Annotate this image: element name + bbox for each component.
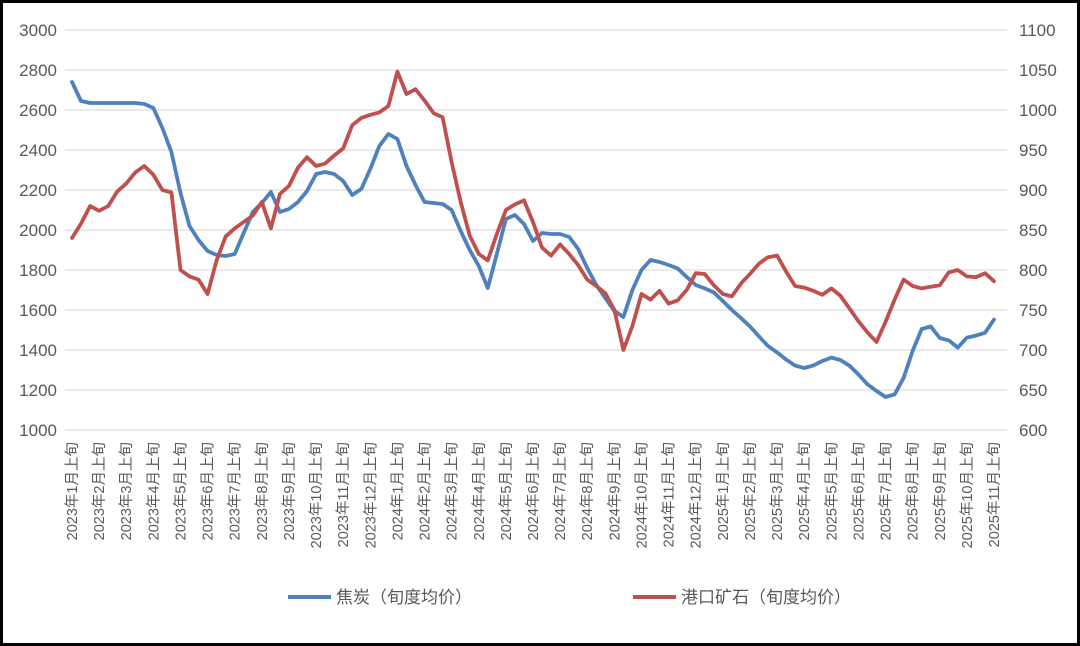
legend: 焦炭（旬度均价） 港口矿石（旬度均价） [288,588,851,607]
left-axis-tick: 2000 [19,221,57,240]
right-axis-tick-labels: 1100 1050 1000 950 900 850 800 750 700 650 600 [1019,21,1057,440]
x-axis-label: 2025年6月上旬 [850,442,867,540]
x-axis-label: 2024年2月上旬 [417,442,434,540]
right-axis-tick: 650 [1019,381,1047,400]
left-axis-tick: 2800 [19,61,57,80]
x-axis-label: 2024年11月上旬 [661,442,678,547]
right-axis-tick: 950 [1019,141,1047,160]
right-axis-tick: 850 [1019,221,1047,240]
price-line-chart: 3000 2800 2600 2400 2200 2000 1800 1600 1400 1200… [19,21,1057,607]
right-axis-tick: 1050 [1019,61,1057,80]
x-axis-label: 2023年4月上旬 [145,442,162,540]
series-ore-line [70,69,996,352]
x-axis-label: 2023年3月上旬 [118,442,135,540]
x-axis-label: 2025年1月上旬 [715,442,732,540]
x-axis-label: 2025年11月上旬 [986,442,1003,547]
x-axis-label: 2023年6月上旬 [200,442,217,540]
left-axis-tick: 1200 [19,381,57,400]
x-axis-label: 2025年10月上旬 [959,442,976,548]
left-axis-tick: 1400 [19,341,57,360]
left-axis-tick: 3000 [19,21,57,40]
x-axis-label: 2024年7月上旬 [552,442,569,540]
right-axis-tick: 1100 [1019,21,1056,40]
x-axis-label: 2023年1月上旬 [64,442,81,540]
series-lines [70,69,996,399]
x-axis-label: 2024年8月上旬 [579,442,596,540]
x-axis-label: 2025年4月上旬 [796,442,813,540]
x-axis-label: 2025年8月上旬 [905,442,922,540]
x-axis-label: 2025年5月上旬 [823,442,840,540]
left-axis-tick: 2600 [19,101,57,120]
right-axis-tick: 1000 [1019,101,1057,120]
right-axis-tick: 900 [1019,181,1047,200]
x-axis-label: 2023年2月上旬 [91,442,108,540]
x-axis-label: 2023年9月上旬 [281,442,298,540]
left-axis-tick: 1600 [19,301,57,320]
x-axis-label: 2025年2月上旬 [742,442,759,540]
left-axis-tick: 1800 [19,261,57,280]
series-coke-line [70,80,996,399]
x-axis-label: 2024年10月上旬 [633,442,650,548]
legend-label-coke: 焦炭（旬度均价） [336,588,472,607]
legend-label-ore: 港口矿石（旬度均价） [681,588,851,607]
left-axis-tick: 2200 [19,181,57,200]
right-axis-tick: 700 [1019,341,1047,360]
x-axis-label: 2024年1月上旬 [389,442,406,540]
x-axis-label: 2024年3月上旬 [444,442,461,540]
x-axis-label: 2024年6月上旬 [525,442,542,540]
x-axis-label: 2023年8月上旬 [254,442,271,540]
right-axis-tick: 800 [1019,261,1047,280]
right-axis-tick: 600 [1019,421,1047,440]
x-axis-label: 2025年9月上旬 [932,442,949,540]
x-axis-label: 2024年4月上旬 [471,442,488,540]
x-axis-tick-labels: 2023年1月上旬 2023年2月上旬 2023年3月上旬 2023年4月上旬 2023… [64,442,1003,548]
x-axis-label: 2024年9月上旬 [606,442,623,540]
x-axis-label: 2023年11月上旬 [335,442,352,547]
x-axis-label: 2023年10月上旬 [308,442,325,548]
x-axis-label: 2025年7月上旬 [878,442,895,540]
x-axis-label: 2023年12月上旬 [362,442,379,548]
x-axis-label: 2023年7月上旬 [227,442,244,540]
x-axis-label: 2024年5月上旬 [498,442,515,540]
right-axis-tick: 750 [1019,301,1047,320]
left-axis-tick-labels: 3000 2800 2600 2400 2200 2000 1800 1600 1400 1200… [19,21,57,440]
x-axis-label: 2025年3月上旬 [769,442,786,540]
left-axis-tick: 2400 [19,141,57,160]
left-axis-tick: 1000 [19,421,57,440]
x-axis-label: 2024年12月上旬 [688,442,705,548]
x-axis-label: 2023年5月上旬 [172,442,189,540]
